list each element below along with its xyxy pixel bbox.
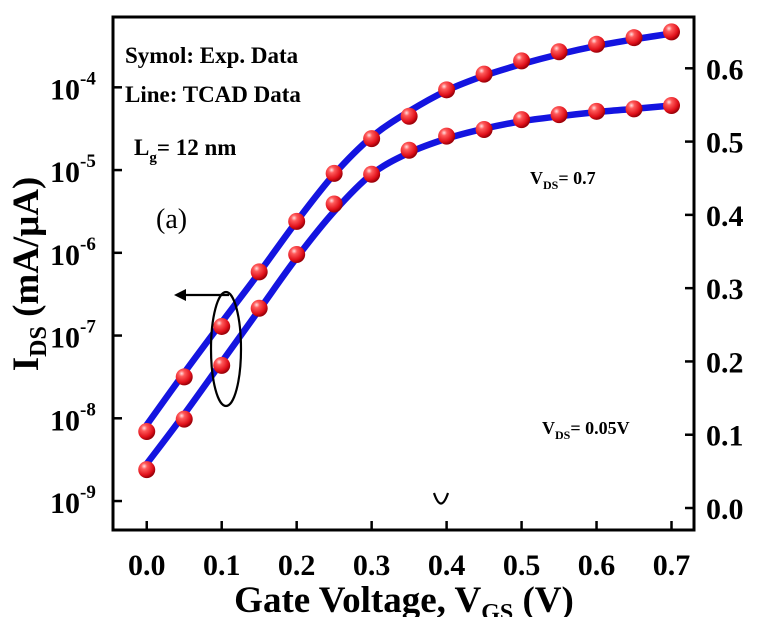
y-axis-title: IDS (mA/μA) — [6, 177, 52, 372]
right-y-tick-label: 0.3 — [706, 273, 744, 306]
vds-low-main: V — [542, 418, 555, 438]
exp-point-lower — [588, 102, 606, 120]
legend-symbol-note: Symol: Exp. Data — [125, 43, 299, 68]
exp-point-upper — [588, 35, 606, 53]
vds-high-sub: DS — [543, 178, 559, 192]
exp-point-upper — [288, 212, 306, 230]
left-y-tick-label: 10-9 — [50, 482, 96, 520]
exp-point-upper — [513, 52, 531, 70]
x-tick-label: 0.1 — [203, 549, 241, 582]
exp-point-upper — [175, 368, 193, 386]
axis-indicator-arrow-head — [174, 289, 186, 301]
exp-point-upper — [400, 107, 418, 125]
y-axis-title-main: I — [6, 357, 47, 371]
right-y-tick-label: 0.6 — [706, 53, 744, 86]
exp-point-upper — [475, 65, 493, 83]
x-axis-ticks: 0.0 0.1 0.2 0.3 0.4 0.5 0.6 0.7 — [128, 521, 690, 582]
exp-point-lower — [288, 245, 306, 263]
x-axis-title-sub: GS — [481, 600, 513, 617]
exp-point-lower — [625, 100, 643, 118]
axis-indicator-ellipse — [209, 290, 243, 408]
exp-point-lower — [513, 111, 531, 129]
x-tick-label: 0.3 — [353, 549, 391, 582]
panel-label: (a) — [156, 204, 187, 235]
vds-high-value: = 0.7 — [558, 168, 595, 188]
x-axis-title-unit: (V) — [513, 580, 574, 617]
right-y-tick-label: 0.4 — [706, 200, 744, 233]
exp-point-lower — [363, 165, 381, 183]
x-tick-label: 0.6 — [578, 549, 616, 582]
exp-point-lower — [175, 410, 193, 428]
exp-point-lower — [663, 97, 681, 115]
exp-point-upper — [663, 23, 681, 41]
exp-point-lower — [250, 299, 268, 317]
exp-point-upper — [250, 263, 268, 281]
exp-point-upper — [138, 423, 156, 441]
exp-point-lower — [475, 121, 493, 139]
series-layer — [138, 23, 681, 479]
exp-point-upper — [438, 81, 456, 99]
plot-frame — [111, 15, 696, 532]
y-axis-title-sub: DS — [26, 326, 52, 357]
left-y-tick-label: 10-5 — [50, 151, 96, 189]
left-y-tick-label: 10-8 — [50, 399, 96, 437]
vds-high-main: V — [530, 168, 543, 188]
vds-low-label: VDS= 0.05V — [542, 418, 630, 442]
right-y-tick-label: 0.1 — [706, 420, 744, 453]
exp-point-lower — [213, 356, 231, 374]
x-tick-label: 0.2 — [278, 549, 316, 582]
x-tick-label: 0.4 — [428, 549, 466, 582]
exp-point-upper — [213, 317, 231, 335]
right-y-axis-ticks: 0.0 0.1 0.2 0.3 0.4 0.5 0.6 — [685, 53, 744, 526]
gate-length-main: L — [134, 135, 149, 160]
gate-length-sub: g — [149, 150, 157, 166]
exp-point-lower — [325, 195, 343, 213]
exp-point-lower — [400, 141, 418, 159]
exp-point-upper — [625, 29, 643, 47]
legend-line-note: Line: TCAD Data — [125, 82, 301, 107]
gate-length-note: Lg= 12 nm — [134, 135, 236, 166]
right-y-tick-label: 0.0 — [706, 493, 744, 526]
plot-area: 0.0 0.1 0.2 0.3 0.4 0.5 0.6 0.7 10-910-810-710-… — [50, 15, 744, 582]
vds-low-value: = 0.05V — [570, 418, 629, 438]
x-tick-label: 0.7 — [653, 549, 691, 582]
exp-point-lower — [138, 461, 156, 479]
left-y-tick-label: 10-6 — [50, 234, 96, 272]
left-y-tick-label: 10-4 — [50, 68, 96, 106]
left-y-axis-ticks: 10-9 10-8 10-7 10-6 10-5 10-4 — [50, 68, 122, 520]
exp-point-lower — [550, 106, 568, 124]
x-axis-title: Gate Voltage, VGS (V) — [234, 580, 574, 617]
right-y-tick-label: 0.2 — [706, 346, 744, 379]
vds-high-label: VDS= 0.7 — [530, 168, 596, 192]
right-y-tick-label: 0.5 — [706, 127, 744, 160]
exp-point-lower — [438, 127, 456, 145]
stray-mark — [432, 492, 450, 505]
vds-low-sub: DS — [555, 428, 571, 442]
y-axis-title-unit: (mA/μA) — [6, 177, 47, 326]
x-tick-label: 0.0 — [128, 549, 166, 582]
left-y-tick-label: 10-7 — [50, 317, 96, 355]
gate-length-value: = 12 nm — [157, 135, 237, 160]
exp-point-upper — [325, 164, 343, 182]
x-axis-title-main: Gate Voltage, V — [234, 580, 481, 617]
x-tick-label: 0.5 — [503, 549, 541, 582]
exp-point-upper — [363, 130, 381, 148]
exp-point-upper — [550, 43, 568, 61]
